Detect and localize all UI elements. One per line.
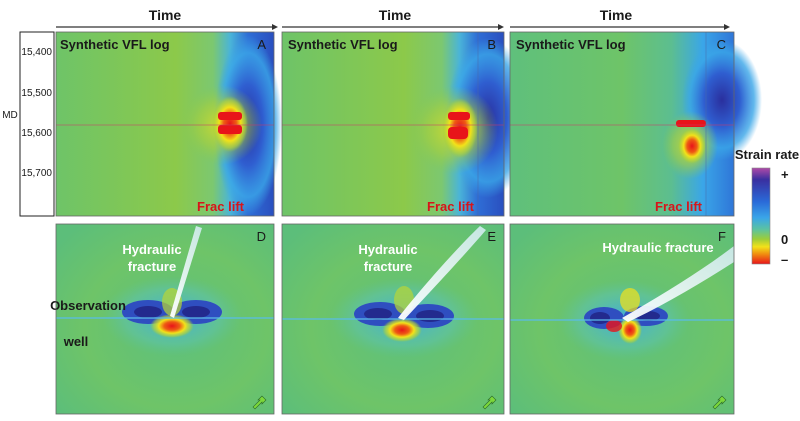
time-label-a: Time — [149, 7, 182, 23]
time-axis-c: Time — [510, 7, 730, 30]
panel-b: Synthetic VFL log B Frac lift — [281, 31, 530, 217]
panel-c-frac-lift: Frac lift — [655, 199, 703, 214]
md-tick-15500: 15,500 — [21, 88, 52, 99]
panel-b-letter: B — [487, 37, 496, 52]
panel-d-well-label-1: Observation — [50, 298, 126, 313]
panel-b-frac-lift: Frac lift — [427, 199, 475, 214]
time-axis-b: Time — [282, 7, 504, 30]
panel-e: E Hydraulic fracture — [281, 223, 505, 415]
panel-d-letter: D — [257, 229, 266, 244]
panel-c: Synthetic VFL log C Frac lift — [509, 31, 762, 217]
panel-d: D Hydraulic fracture Observation well — [50, 223, 275, 415]
panel-a-letter: A — [257, 37, 266, 52]
panel-e-letter: E — [487, 229, 496, 244]
md-tick-15600: 15,600 — [21, 128, 52, 139]
md-tick-15700: 15,700 — [21, 168, 52, 179]
panel-f-arrow-icon — [712, 395, 727, 410]
panel-a-frac-lift: Frac lift — [197, 199, 245, 214]
time-label-c: Time — [600, 7, 633, 23]
panel-f-letter: F — [718, 229, 726, 244]
colorbar-title: Strain rate — [735, 147, 799, 162]
time-label-b: Time — [379, 7, 412, 23]
panel-d-arrow-icon — [252, 395, 267, 410]
colorbar-plus: + — [781, 167, 789, 182]
panel-c-title: Synthetic VFL log — [516, 37, 626, 52]
panel-e-arrow-icon — [482, 395, 497, 410]
colorbar-minus: – — [781, 252, 788, 267]
panel-d-well-label-2: well — [63, 334, 89, 349]
panel-a-title: Synthetic VFL log — [60, 37, 170, 52]
panel-c-letter: C — [717, 37, 726, 52]
colorbar-zero: 0 — [781, 232, 788, 247]
panel-b-title: Synthetic VFL log — [288, 37, 398, 52]
panel-e-fracture-label-1: Hydraulic — [358, 242, 417, 257]
md-axis: MD 15,400 15,500 15,600 15,700 — [2, 31, 55, 217]
colorbar: Strain rate + 0 – — [735, 147, 799, 267]
panel-a: Synthetic VFL log A Frac lift — [55, 31, 282, 217]
md-tick-15400: 15,400 — [21, 47, 52, 58]
panel-d-fracture-label-2: fracture — [128, 259, 176, 274]
panel-e-fracture-label-2: fracture — [364, 259, 412, 274]
md-label: MD — [2, 110, 18, 121]
colorbar-gradient — [751, 167, 771, 265]
panel-d-fracture-label-1: Hydraulic — [122, 242, 181, 257]
panel-f-fracture-label-1: Hydraulic fracture — [602, 240, 713, 255]
panel-f: F Hydraulic fracture — [509, 223, 735, 415]
time-axis-a: Time — [56, 7, 278, 30]
